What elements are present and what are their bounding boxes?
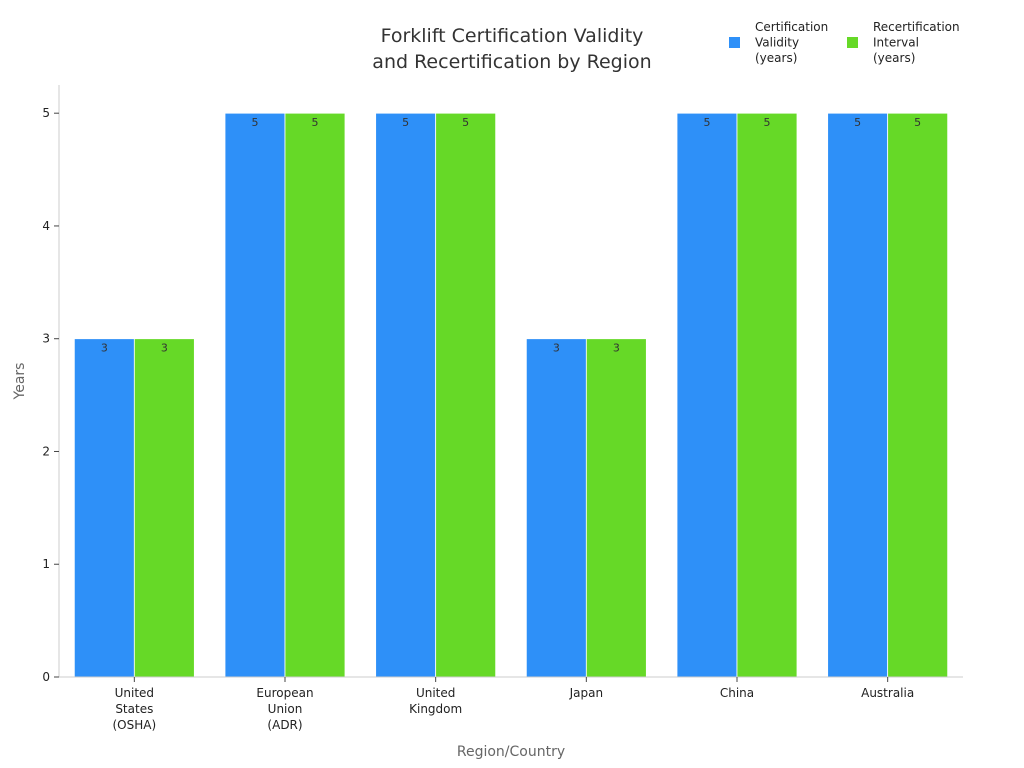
x-tick-label-line: China [720,686,754,700]
bar [435,112,497,678]
x-tick-label-line: Union [268,702,303,716]
y-tick-label: 5 [42,106,50,120]
data-label: 5 [704,116,711,129]
bar [887,112,949,678]
data-label: 5 [252,116,259,129]
x-tick-label-line: United [416,686,455,700]
x-tick-label: United States (OSHA) [112,686,156,732]
y-axis-label: Years [12,363,28,401]
bar [585,338,647,678]
y-tick-label: 4 [42,219,50,233]
data-label: 3 [553,342,560,355]
legend-item: Certification Validity(years) [729,20,828,65]
bars [73,112,949,678]
data-label: 5 [854,116,861,129]
y-tick-label: 0 [42,670,50,684]
data-label: 5 [462,116,469,129]
bar [284,112,346,678]
axes: 0 1 2 3 4 5 United States (OSHA) European Union (AD… [42,85,963,732]
bar [827,112,889,678]
chart-title-line: and Recertification by Region [372,51,651,73]
x-tick-label: European Union (ADR) [256,686,313,732]
data-label: 3 [101,342,108,355]
x-tick-label-line: Japan [569,686,603,700]
data-labels: 3 3 5 5 5 5 3 3 5 5 5 5 [101,116,921,355]
chart-title-line: Forklift Certification Validity [381,25,644,47]
x-tick-label: China [720,686,754,700]
y-tick-label: 1 [42,557,50,571]
legend-label: Recertification [873,20,960,34]
bar [676,112,738,678]
y-tick-label: 3 [42,332,50,346]
legend-swatch [847,37,858,48]
legend-label: Certification [755,20,828,34]
x-tick-label-line: (ADR) [267,718,302,732]
legend-swatch [729,37,740,48]
legend-label: Interval [873,36,919,50]
data-label: 5 [402,116,409,129]
bar [73,338,135,678]
x-tick-label-line: Australia [861,686,914,700]
bar [375,112,437,678]
x-tick-label-line: European [256,686,313,700]
legend-item: Recertification Interval(years) [847,20,960,65]
data-label: 5 [764,116,771,129]
data-label: 5 [312,116,319,129]
bar [224,112,286,678]
x-tick-label-line: United [115,686,154,700]
y-tick-label: 2 [42,444,50,458]
legend-label: Validity [755,36,799,50]
data-label: 3 [613,342,620,355]
x-tick-label-line: Kingdom [409,702,462,716]
x-tick-label: Japan [569,686,603,700]
x-axis-label: Region/Country [457,744,565,760]
x-tick-label-line: (OSHA) [112,718,156,732]
bar [133,338,195,678]
data-label: 3 [161,342,168,355]
chart-title: Forklift Certification Validity and Recer… [372,25,651,73]
legend-label: (years) [755,51,797,65]
bar [736,112,798,678]
data-label: 5 [914,116,921,129]
x-tick-label: Australia [861,686,914,700]
legend-label: (years) [873,51,915,65]
x-tick-label-line: States [115,702,153,716]
x-tick-label: United Kingdom [409,686,462,716]
legend: CertificationValidity(years)Recertificat… [729,20,960,65]
bar [525,338,587,678]
